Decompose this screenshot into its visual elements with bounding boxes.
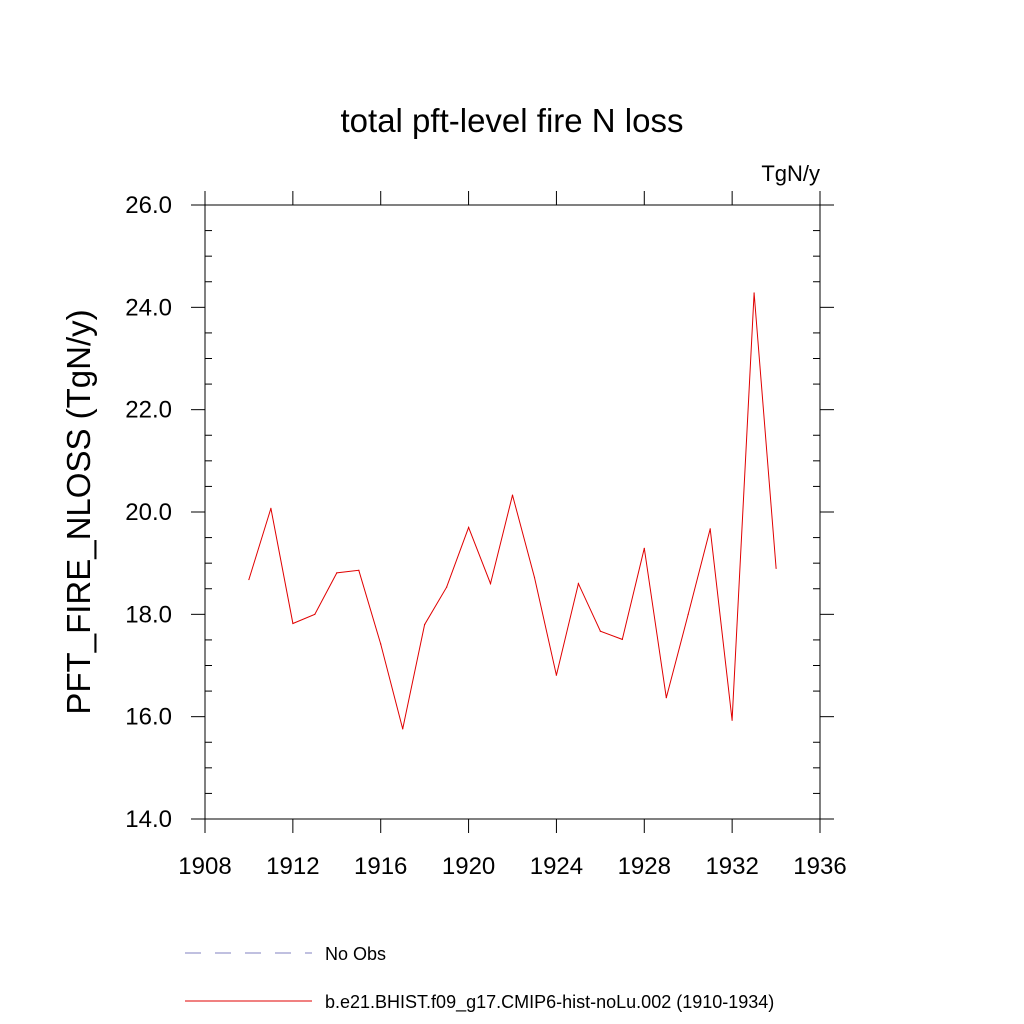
data-point <box>775 567 777 569</box>
legend-label-model: b.e21.BHIST.f09_g17.CMIP6-hist-noLu.002 … <box>325 992 774 1013</box>
data-point <box>709 528 711 530</box>
units-label: TgN/y <box>761 161 820 186</box>
y-tick-label: 20.0 <box>125 499 172 526</box>
data-point <box>380 643 382 645</box>
data-point <box>665 697 667 699</box>
data-point <box>533 576 536 579</box>
series-layer <box>248 292 777 730</box>
data-point <box>687 613 689 615</box>
plot-frame <box>204 204 821 820</box>
data-point <box>753 292 755 294</box>
x-tick-label: 1920 <box>442 853 495 880</box>
data-point <box>577 583 580 585</box>
x-tick-label: 1924 <box>530 853 583 880</box>
data-point <box>270 507 272 509</box>
y-tick-label: 18.0 <box>125 601 172 628</box>
data-point <box>358 569 360 571</box>
x-tick-label: 1916 <box>354 853 407 880</box>
data-point <box>446 586 448 588</box>
y-tick-label: 16.0 <box>125 704 172 731</box>
data-point <box>292 622 294 625</box>
data-point <box>599 630 602 632</box>
data-point <box>336 572 338 574</box>
data-point <box>468 526 470 529</box>
legend: No Obs b.e21.BHIST.f09_g17.CMIP6-hist-no… <box>185 944 774 1013</box>
y-tick-label: 24.0 <box>125 294 172 321</box>
x-tick-label: 1912 <box>266 853 319 880</box>
y-tick-label: 14.0 <box>125 806 172 833</box>
data-point <box>424 624 426 626</box>
data-point <box>402 728 404 730</box>
data-point <box>248 578 250 581</box>
axis-ticks <box>191 191 834 833</box>
x-tick-label: 1928 <box>618 853 671 880</box>
data-point <box>489 583 492 585</box>
chart-title: total pft-level fire N loss <box>341 102 684 139</box>
legend-label-no-obs: No Obs <box>325 944 386 964</box>
data-point <box>555 674 558 676</box>
data-point <box>314 613 316 615</box>
data-point <box>731 719 733 721</box>
x-tick-label: 1932 <box>705 853 758 880</box>
x-tick-label: 1908 <box>178 853 231 880</box>
data-point <box>643 547 645 549</box>
y-tick-label: 22.0 <box>125 397 172 424</box>
y-tick-label: 26.0 <box>125 192 172 219</box>
y-axis-label: PFT_FIRE_NLOSS (TgN/y) <box>60 309 97 714</box>
axis-tick-labels: 1908 1912 1916 1920 1924 1928 1932 1936 14.0 16.0… <box>125 192 846 880</box>
data-point <box>511 494 514 496</box>
data-point <box>621 638 623 641</box>
series-line-0 <box>248 292 777 730</box>
x-tick-label: 1936 <box>793 853 846 880</box>
